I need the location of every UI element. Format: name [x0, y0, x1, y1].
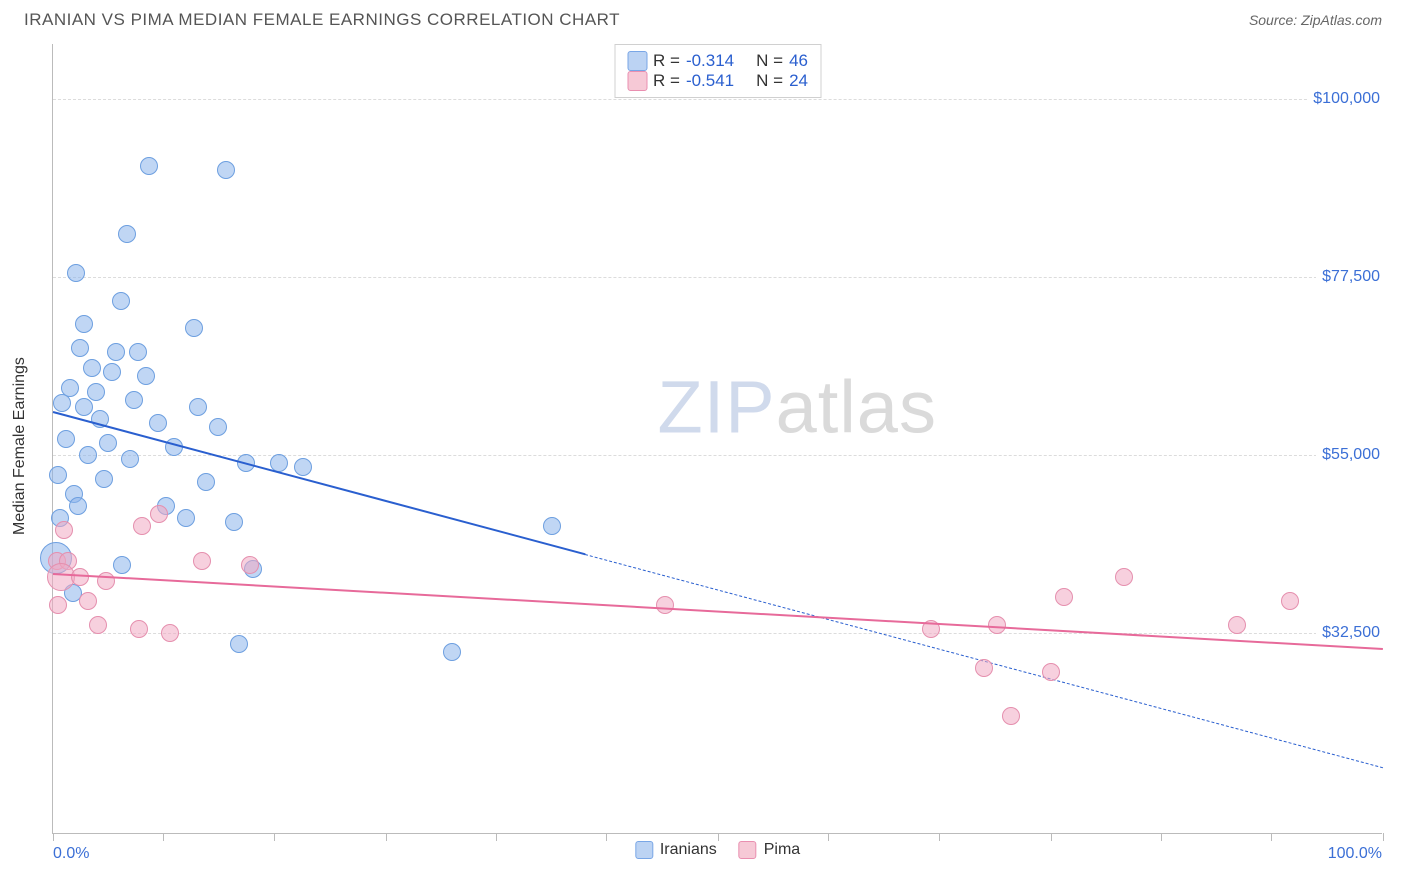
data-point — [975, 659, 993, 677]
trend-line — [53, 573, 1383, 650]
data-point — [197, 473, 215, 491]
legend-swatch — [627, 71, 647, 91]
legend-label: Pima — [764, 841, 800, 859]
data-point — [133, 517, 151, 535]
data-point — [1055, 588, 1073, 606]
x-tick — [1383, 833, 1384, 841]
data-point — [189, 398, 207, 416]
legend-label: Iranians — [660, 841, 717, 859]
x-tick — [274, 833, 275, 841]
trend-line — [53, 411, 586, 555]
data-point — [87, 383, 105, 401]
legend-item: Pima — [739, 841, 800, 859]
data-point — [241, 556, 259, 574]
data-point — [118, 225, 136, 243]
gridline — [53, 633, 1382, 634]
x-tick — [496, 833, 497, 841]
x-tick — [53, 833, 54, 841]
data-point — [57, 430, 75, 448]
data-point — [49, 596, 67, 614]
y-tick-label: $100,000 — [1307, 90, 1386, 108]
data-point — [137, 367, 155, 385]
legend-swatch — [627, 51, 647, 71]
data-point — [125, 391, 143, 409]
x-tick — [939, 833, 940, 841]
data-point — [71, 568, 89, 586]
x-tick — [718, 833, 719, 841]
x-tick — [163, 833, 164, 841]
data-point — [161, 624, 179, 642]
data-point — [185, 319, 203, 337]
gridline — [53, 99, 1382, 100]
data-point — [1228, 616, 1246, 634]
legend-row: R = -0.541N = 24 — [627, 71, 808, 91]
scatter-chart: ZIPatlas R = -0.314N = 46R = -0.541N = 2… — [52, 44, 1382, 834]
data-point — [140, 157, 158, 175]
x-axis-max-label: 100.0% — [1328, 845, 1382, 863]
data-point — [121, 450, 139, 468]
x-tick — [606, 833, 607, 841]
data-point — [193, 552, 211, 570]
data-point — [1281, 592, 1299, 610]
y-tick-label: $55,000 — [1316, 446, 1386, 464]
data-point — [49, 466, 67, 484]
data-point — [217, 161, 235, 179]
chart-title: IRANIAN VS PIMA MEDIAN FEMALE EARNINGS C… — [24, 10, 620, 30]
data-point — [130, 620, 148, 638]
data-point — [149, 414, 167, 432]
data-point — [89, 616, 107, 634]
x-tick — [1271, 833, 1272, 841]
data-point — [1042, 663, 1060, 681]
data-point — [71, 339, 89, 357]
x-axis-min-label: 0.0% — [53, 845, 89, 863]
legend-row: R = -0.314N = 46 — [627, 51, 808, 71]
data-point — [107, 343, 125, 361]
data-point — [294, 458, 312, 476]
data-point — [99, 434, 117, 452]
data-point — [55, 521, 73, 539]
data-point — [75, 398, 93, 416]
data-point — [79, 446, 97, 464]
x-tick — [1161, 833, 1162, 841]
data-point — [113, 556, 131, 574]
series-legend: Iranians Pima — [635, 841, 800, 859]
data-point — [95, 470, 113, 488]
data-point — [230, 635, 248, 653]
data-point — [103, 363, 121, 381]
source-attribution: Source: ZipAtlas.com — [1249, 12, 1382, 28]
data-point — [83, 359, 101, 377]
data-point — [177, 509, 195, 527]
y-tick-label: $32,500 — [1316, 624, 1386, 642]
y-axis-label: Median Female Earnings — [11, 357, 29, 535]
data-point — [225, 513, 243, 531]
data-point — [543, 517, 561, 535]
data-point — [1115, 568, 1133, 586]
data-point — [443, 643, 461, 661]
x-tick — [386, 833, 387, 841]
data-point — [75, 315, 93, 333]
data-point — [1002, 707, 1020, 725]
data-point — [988, 616, 1006, 634]
legend-swatch — [739, 841, 757, 859]
watermark: ZIPatlas — [658, 364, 937, 449]
data-point — [69, 497, 87, 515]
data-point — [656, 596, 674, 614]
data-point — [150, 505, 168, 523]
legend-item: Iranians — [635, 841, 717, 859]
data-point — [67, 264, 85, 282]
correlation-legend: R = -0.314N = 46R = -0.541N = 24 — [614, 44, 821, 98]
x-tick — [1051, 833, 1052, 841]
y-tick-label: $77,500 — [1316, 268, 1386, 286]
legend-swatch — [635, 841, 653, 859]
x-tick — [828, 833, 829, 841]
data-point — [129, 343, 147, 361]
gridline — [53, 277, 1382, 278]
data-point — [209, 418, 227, 436]
data-point — [53, 394, 71, 412]
data-point — [112, 292, 130, 310]
data-point — [79, 592, 97, 610]
